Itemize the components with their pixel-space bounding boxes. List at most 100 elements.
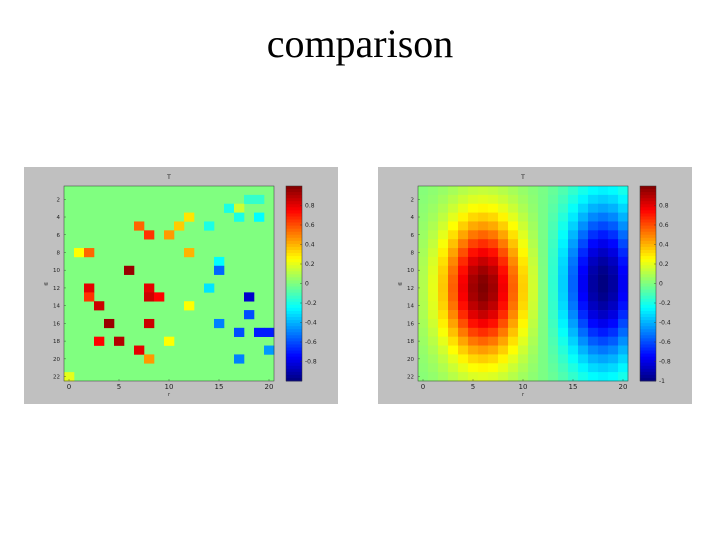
heatmap-cell <box>608 372 619 382</box>
heatmap-cell <box>508 292 519 302</box>
heatmap-cell <box>608 212 619 222</box>
heatmap-cell <box>598 354 609 364</box>
heatmap-cell <box>538 256 549 267</box>
heatmap-cell <box>578 203 589 213</box>
heatmap-cell <box>468 212 479 222</box>
heatmap-cell <box>528 345 539 355</box>
heatmap-cell <box>154 292 165 302</box>
heatmap-cell <box>448 283 459 293</box>
heatmap-cell <box>528 212 539 222</box>
heatmap-cell <box>478 283 489 293</box>
heatmap-cell <box>518 292 529 302</box>
heatmap-cell <box>468 354 479 364</box>
heatmap-cell <box>418 221 429 231</box>
colorbar-segment <box>640 207 656 211</box>
heatmap-cell <box>588 363 599 373</box>
heatmap-cell <box>538 230 549 240</box>
colorbar-segment <box>640 374 656 379</box>
heatmap-cell <box>618 256 629 267</box>
x-tick-label: 10 <box>165 383 174 391</box>
heatmap-cell <box>578 301 589 311</box>
heatmap-cell <box>578 336 589 346</box>
heatmap-cell <box>114 336 125 346</box>
heatmap-cell <box>518 230 529 240</box>
heatmap-cell <box>558 194 569 205</box>
heatmap-cell <box>618 327 629 337</box>
heatmap-cell <box>518 283 529 293</box>
colorbar-tick-label: -0.8 <box>305 359 317 366</box>
colorbar-segment <box>286 219 302 223</box>
heatmap-cell <box>578 186 589 196</box>
heatmap-cell <box>418 336 429 346</box>
heatmap-cell <box>438 186 449 196</box>
y-tick-label: 4 <box>57 215 61 221</box>
colorbar-segment <box>640 356 656 361</box>
heatmap-cell <box>488 336 499 346</box>
heatmap-cell <box>508 372 519 382</box>
heatmap-cell <box>428 274 439 284</box>
heatmap-cell <box>438 230 449 240</box>
heatmap-cell <box>468 283 479 293</box>
heatmap-cell <box>598 194 609 205</box>
heatmap-cell <box>438 292 449 302</box>
heatmap-cell <box>518 354 529 364</box>
heatmap-cell <box>498 363 509 373</box>
heatmap-cell <box>448 203 459 213</box>
heatmap-cell <box>478 345 489 355</box>
heatmap-cell <box>488 283 499 293</box>
colorbar-segment <box>640 371 656 376</box>
colorbar-segment <box>286 338 302 342</box>
heatmap-cell <box>558 301 569 311</box>
colorbar-tick-label: -0.8 <box>659 359 671 366</box>
heatmap-cell <box>244 310 255 320</box>
heatmap-cell <box>478 194 489 205</box>
heatmap-cell <box>468 327 479 337</box>
heatmap-cell <box>264 345 275 355</box>
heatmap-cell <box>608 363 619 373</box>
heatmap-cell <box>538 186 549 196</box>
heatmap-cell <box>498 274 509 284</box>
heatmap-cell <box>528 203 539 213</box>
heatmap-cell <box>578 248 589 258</box>
heatmap-cell <box>478 292 489 302</box>
y-tick-label: 10 <box>53 268 60 274</box>
y-tick-label: 2 <box>411 197 415 203</box>
heatmap-cell <box>448 221 459 231</box>
heatmap-cell <box>428 318 439 329</box>
heatmap-cell <box>478 248 489 258</box>
heatmap-cell <box>498 301 509 311</box>
heatmap-cell <box>468 248 479 258</box>
heatmap-cell <box>618 239 629 249</box>
heatmap-cell <box>144 283 155 293</box>
heatmap-cell <box>438 327 449 337</box>
heatmap-cell <box>568 265 579 275</box>
heatmap-cell <box>598 292 609 302</box>
heatmap-cell <box>458 194 469 205</box>
heatmap-cell <box>134 221 145 231</box>
heatmap-cell <box>508 274 519 284</box>
colorbar-tick-label: 0.2 <box>659 261 669 268</box>
heatmap-cell <box>548 212 559 222</box>
heatmap-cell <box>558 230 569 240</box>
heatmap-cell <box>558 256 569 267</box>
heatmap-cell <box>488 327 499 337</box>
colorbar-segment <box>640 195 656 199</box>
heatmap-cell <box>518 301 529 311</box>
heatmap-cell <box>438 248 449 258</box>
heatmap-cell <box>488 292 499 302</box>
colorbar-segment <box>286 301 302 306</box>
heatmap-cell <box>558 248 569 258</box>
heatmap-cell <box>508 230 519 240</box>
heatmap-cell <box>588 230 599 240</box>
heatmap-cell <box>244 194 255 205</box>
heatmap-cell <box>568 239 579 249</box>
heatmap-cell <box>578 327 589 337</box>
heatmap-cell <box>588 212 599 222</box>
colorbar-segment <box>640 222 656 227</box>
heatmap-cell <box>518 256 529 267</box>
colorbar-tick-label: -0.6 <box>305 339 317 346</box>
colorbar-segment <box>640 286 656 290</box>
heatmap-cell <box>498 248 509 258</box>
heatmap-cell <box>448 274 459 284</box>
heatmap-cell <box>538 194 549 205</box>
